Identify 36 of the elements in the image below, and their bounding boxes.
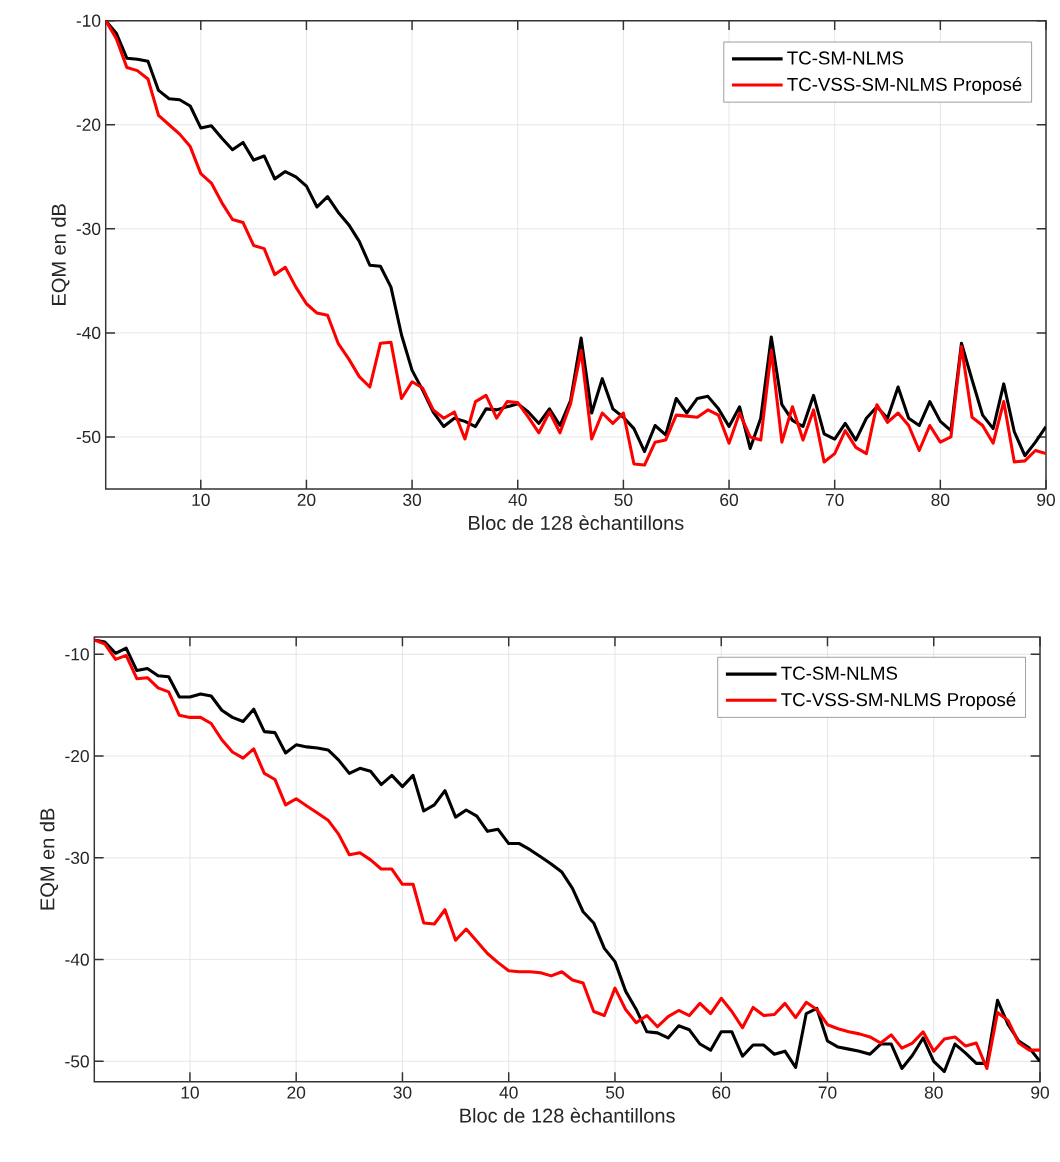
- y-tick-label: -20: [76, 118, 101, 131]
- legend-label: TC-VSS-SM-NLMS Proposé: [781, 692, 1016, 710]
- x-axis-title: Bloc de 128 èchantillons: [460, 1107, 675, 1123]
- x-tick-label: 40: [499, 1086, 518, 1099]
- y-tick-label: -50: [65, 1055, 89, 1068]
- x-tick-label: 10: [192, 493, 210, 506]
- x-tick-label: 40: [508, 493, 527, 506]
- x-tick-label: 70: [825, 493, 844, 506]
- x-tick-label: 60: [712, 1086, 731, 1099]
- x-tick-label: 90: [1031, 1086, 1049, 1099]
- x-tick-label: 50: [614, 493, 633, 506]
- x-tick-label: 30: [393, 1086, 412, 1099]
- y-tick-label: -20: [65, 749, 89, 763]
- y-tick-label: -10: [76, 14, 101, 27]
- y-tick-label: -40: [76, 326, 101, 340]
- x-tick-label: 20: [287, 1086, 306, 1099]
- x-tick-label: 80: [924, 1086, 943, 1099]
- y-axis-title: EQM en dB: [51, 204, 70, 305]
- x-tick-label: 30: [403, 493, 422, 506]
- y-tick-label: -40: [65, 953, 89, 966]
- x-tick-label: 50: [606, 1086, 624, 1099]
- x-tick-label: 70: [818, 1086, 837, 1099]
- legend-label: TC-VSS-SM-NLMS Proposé: [787, 77, 1022, 95]
- x-axis-title: Bloc de 128 èchantillons: [469, 515, 684, 531]
- legend-label: TC-SM-NLMS: [781, 666, 898, 680]
- legend-label: TC-SM-NLMS: [787, 51, 904, 65]
- x-tick-label: 80: [931, 493, 950, 506]
- y-tick-label: -30: [65, 851, 89, 864]
- x-tick-label: 20: [297, 493, 316, 506]
- x-tick-label: 90: [1037, 493, 1055, 506]
- x-tick-label: 10: [181, 1086, 199, 1099]
- y-tick-label: -10: [65, 648, 89, 661]
- y-tick-label: -30: [76, 222, 101, 235]
- y-axis-title: EQM en dB: [39, 808, 59, 910]
- x-tick-label: 60: [720, 493, 739, 506]
- y-tick-label: -50: [76, 430, 101, 444]
